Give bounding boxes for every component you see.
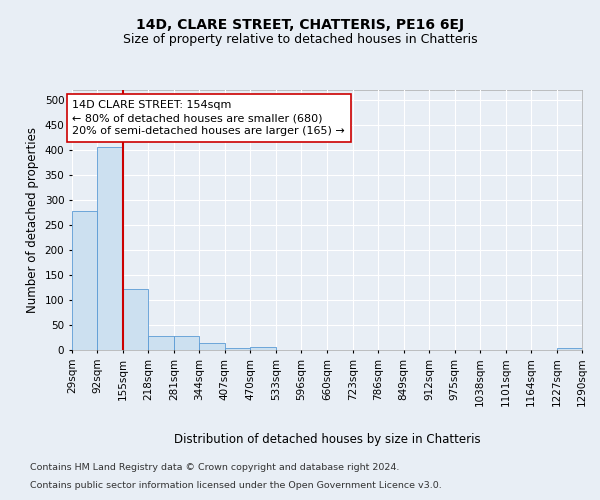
Bar xyxy=(123,289,148,350)
Bar xyxy=(250,347,276,350)
Y-axis label: Number of detached properties: Number of detached properties xyxy=(26,127,39,313)
Text: 14D CLARE STREET: 154sqm
← 80% of detached houses are smaller (680)
20% of semi-: 14D CLARE STREET: 154sqm ← 80% of detach… xyxy=(73,100,345,136)
Bar xyxy=(174,336,199,350)
Bar xyxy=(557,348,582,350)
Bar xyxy=(199,343,225,350)
Text: Contains public sector information licensed under the Open Government Licence v3: Contains public sector information licen… xyxy=(30,481,442,490)
Text: Size of property relative to detached houses in Chatteris: Size of property relative to detached ho… xyxy=(122,32,478,46)
Text: 14D, CLARE STREET, CHATTERIS, PE16 6EJ: 14D, CLARE STREET, CHATTERIS, PE16 6EJ xyxy=(136,18,464,32)
Bar xyxy=(148,336,174,350)
Text: Distribution of detached houses by size in Chatteris: Distribution of detached houses by size … xyxy=(173,432,481,446)
Text: Contains HM Land Registry data © Crown copyright and database right 2024.: Contains HM Land Registry data © Crown c… xyxy=(30,464,400,472)
Bar xyxy=(97,147,123,350)
Bar xyxy=(225,348,250,350)
Bar xyxy=(72,211,97,350)
